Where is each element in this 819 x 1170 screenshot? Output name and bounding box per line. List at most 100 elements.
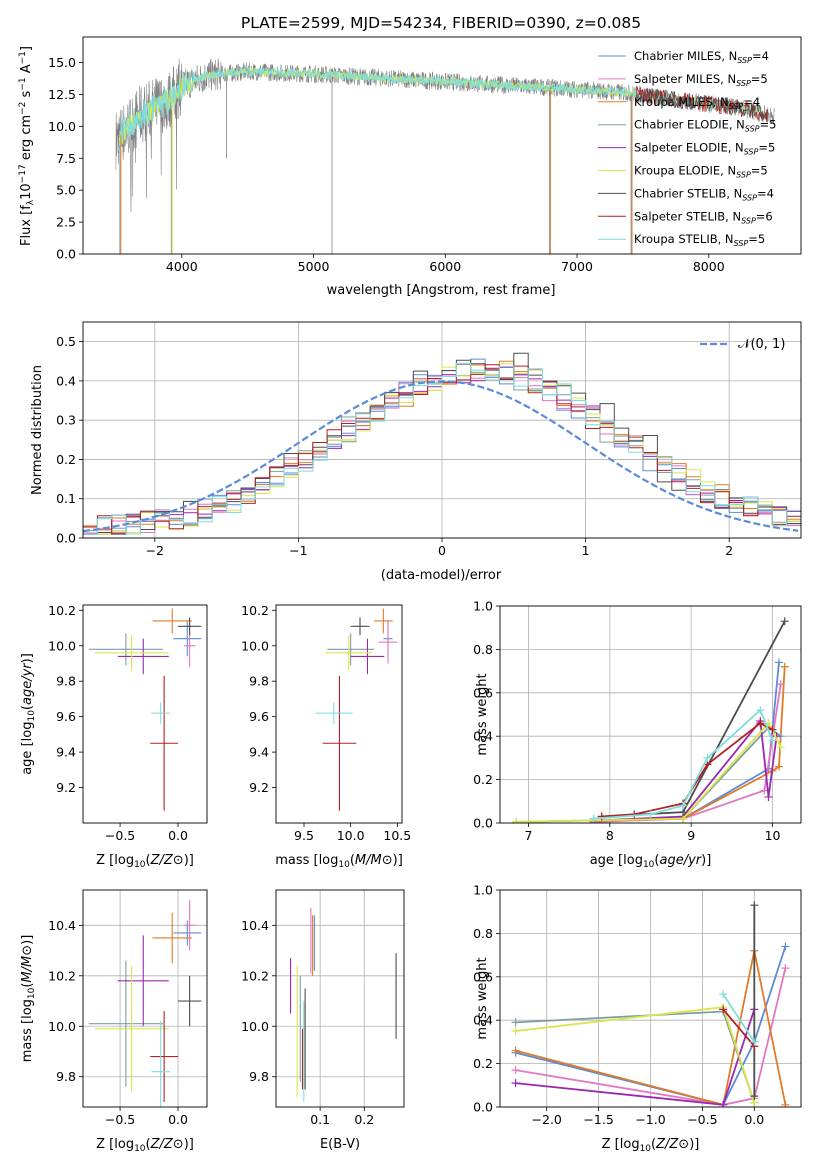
plot-area: [512, 617, 789, 823]
x-tick-label: −1.5: [583, 1112, 613, 1127]
mass-vs-Z-xlabel: Z [log10(Z/Z⊙)]: [96, 1137, 194, 1154]
y-tick-label: 15.0: [48, 55, 76, 70]
weight-marker: [775, 658, 784, 667]
legend-entry: Salpeter ELODIE, NSSP=5: [634, 141, 775, 157]
y-tick-label: 9.2: [249, 780, 269, 795]
x-tick-label: 6000: [429, 259, 461, 274]
weight-marker: [780, 617, 789, 626]
age-vs-Z-panel: −0.5 0.0 9.2 9.4 9.6 9.8 10.0 10.2 Z [log10(Z/Z⊙…: [20, 603, 208, 870]
y-tick-label: 0.2: [473, 1056, 493, 1071]
y-tick-label: 10.0: [48, 119, 76, 134]
axes-frame: [82, 604, 208, 824]
x-tick-label: −0.5: [687, 1112, 717, 1127]
mass-vs-EBV-xlabel: E(B-V): [320, 1137, 360, 1152]
y-tick-label: 12.5: [48, 87, 76, 102]
weight-marker: [511, 1027, 520, 1036]
legend-entry: Chabrier STELIB, NSSP=4: [634, 186, 774, 202]
plot-area: [88, 608, 202, 811]
weight-marker: [679, 801, 688, 810]
weight-line-chabrier-elodie: [515, 1010, 756, 1103]
residual-histogram-panel: (data-model)/error Normed distribution −…: [30, 321, 802, 583]
weight-marker: [756, 706, 765, 715]
y-tick-label: 9.4: [56, 745, 76, 760]
x-tick-label: 10.0: [337, 828, 365, 843]
y-tick-label: 10.2: [241, 603, 269, 618]
weight-marker: [764, 792, 773, 801]
y-tick-label: 0.5: [56, 334, 76, 349]
plot-area: [88, 900, 202, 1107]
x-tick-label: 8000: [693, 259, 725, 274]
weight-line-kroupa-elodie: [515, 1006, 756, 1103]
mass-vs-Z-panel: −0.5 0.0 9.8 10.0 10.2 10.4 Z [log10(Z/Z⊙)] mas…: [20, 889, 208, 1154]
weight-marker: [719, 990, 728, 999]
plot-area: [315, 608, 398, 811]
y-tick-label: 0.6: [473, 685, 493, 700]
y-tick-label: 0.6: [473, 969, 493, 984]
x-tick-label: 0.0: [744, 1112, 764, 1127]
axes-frame: [82, 36, 802, 255]
y-tick-label: 9.2: [56, 780, 76, 795]
weight-marker: [756, 719, 765, 728]
axes-frame: [275, 889, 405, 1108]
x-tick-label: 7000: [561, 259, 593, 274]
y-tick-label: 10.2: [48, 603, 76, 618]
x-tick-label: 4000: [166, 259, 198, 274]
weight-marker: [750, 1037, 759, 1046]
legend-entry-normal: 𝒩(0, 1): [738, 337, 785, 352]
weight-marker: [646, 810, 655, 819]
legend-entry: Salpeter MILES, NSSP=5: [634, 72, 768, 88]
weight-line-salpeter-miles: [515, 967, 787, 1106]
histogram-xlabel: (data-model)/error: [381, 568, 502, 583]
plot-area: [511, 901, 790, 1107]
weight-marker: [750, 901, 759, 910]
weight-marker: [719, 1100, 728, 1107]
y-tick-label: 0.0: [56, 531, 76, 546]
y-tick-label: 10.2: [48, 968, 76, 983]
x-tick-label: 1: [582, 543, 590, 558]
age-vs-mass-panel: 9.5 10.0 10.5 9.2 9.4 9.6 9.8 10.0 10.2 mass [log…: [241, 603, 411, 870]
weight-vs-Z-ylabel: mass weight: [475, 957, 490, 1039]
plot-area: [115, 58, 775, 254]
x-tick-label: −0.5: [105, 828, 135, 843]
weight-line-salpeter-stelib: [722, 1008, 755, 1047]
age-vs-Z-xlabel: Z [log10(Z/Z⊙)]: [96, 853, 194, 870]
mass-vs-EBV-panel: 0.1 0.2 9.8 10.0 10.2 10.4 E(B-V): [241, 889, 405, 1152]
spectrum-title: PLATE=2599, MJD=54234, FIBERID=0390, z=0…: [241, 14, 641, 32]
y-tick-label: 9.8: [56, 1069, 76, 1084]
weight-marker: [719, 1005, 728, 1014]
y-tick-label: 0.4: [473, 1013, 493, 1028]
y-tick-label: 0.8: [473, 642, 493, 657]
weight-line-salpeter-stelib: [601, 722, 773, 818]
x-tick-label: −2.0: [532, 1112, 562, 1127]
weight-marker: [511, 1079, 520, 1088]
x-tick-label: −1.0: [635, 1112, 665, 1127]
x-tick-label: 0: [438, 543, 446, 558]
y-tick-label: 10.0: [241, 1019, 269, 1034]
plot-area: [83, 352, 801, 535]
x-tick-label: 10: [765, 828, 781, 843]
weight-marker: [511, 1066, 520, 1075]
y-tick-label: 0.8: [473, 926, 493, 941]
y-tick-label: 10.0: [48, 638, 76, 653]
y-tick-label: 0.0: [56, 247, 76, 262]
x-tick-label: 8: [606, 828, 614, 843]
weight-vs-Z-panel: −2.0 −1.5 −1.0 −0.5 0.0 0.0 0.2 0.4 0.6 0.8 1.0 Z […: [473, 883, 802, 1154]
weight-marker: [512, 817, 521, 823]
weight-vs-age-xlabel: age [log10(age/yr)]: [590, 853, 712, 870]
y-tick-label: 0.4: [473, 729, 493, 744]
y-tick-label: 7.5: [56, 151, 76, 166]
weight-marker: [511, 1018, 520, 1027]
legend-entry: Salpeter STELIB, NSSP=6: [634, 209, 773, 225]
y-tick-label: 9.6: [56, 709, 76, 724]
weight-marker: [775, 762, 784, 771]
y-tick-label: 0.1: [56, 491, 76, 506]
x-tick-label: 10.5: [383, 828, 411, 843]
weight-marker: [589, 814, 598, 823]
y-tick-label: 10.0: [241, 638, 269, 653]
weight-vs-Z-xlabel: Z [log10(Z/Z⊙)]: [602, 1137, 700, 1154]
axes-frame: [82, 321, 802, 539]
y-tick-label: 0.3: [56, 413, 76, 428]
axes-frame: [82, 889, 208, 1108]
x-tick-label: 5000: [298, 259, 330, 274]
plot-area: [290, 907, 397, 1102]
